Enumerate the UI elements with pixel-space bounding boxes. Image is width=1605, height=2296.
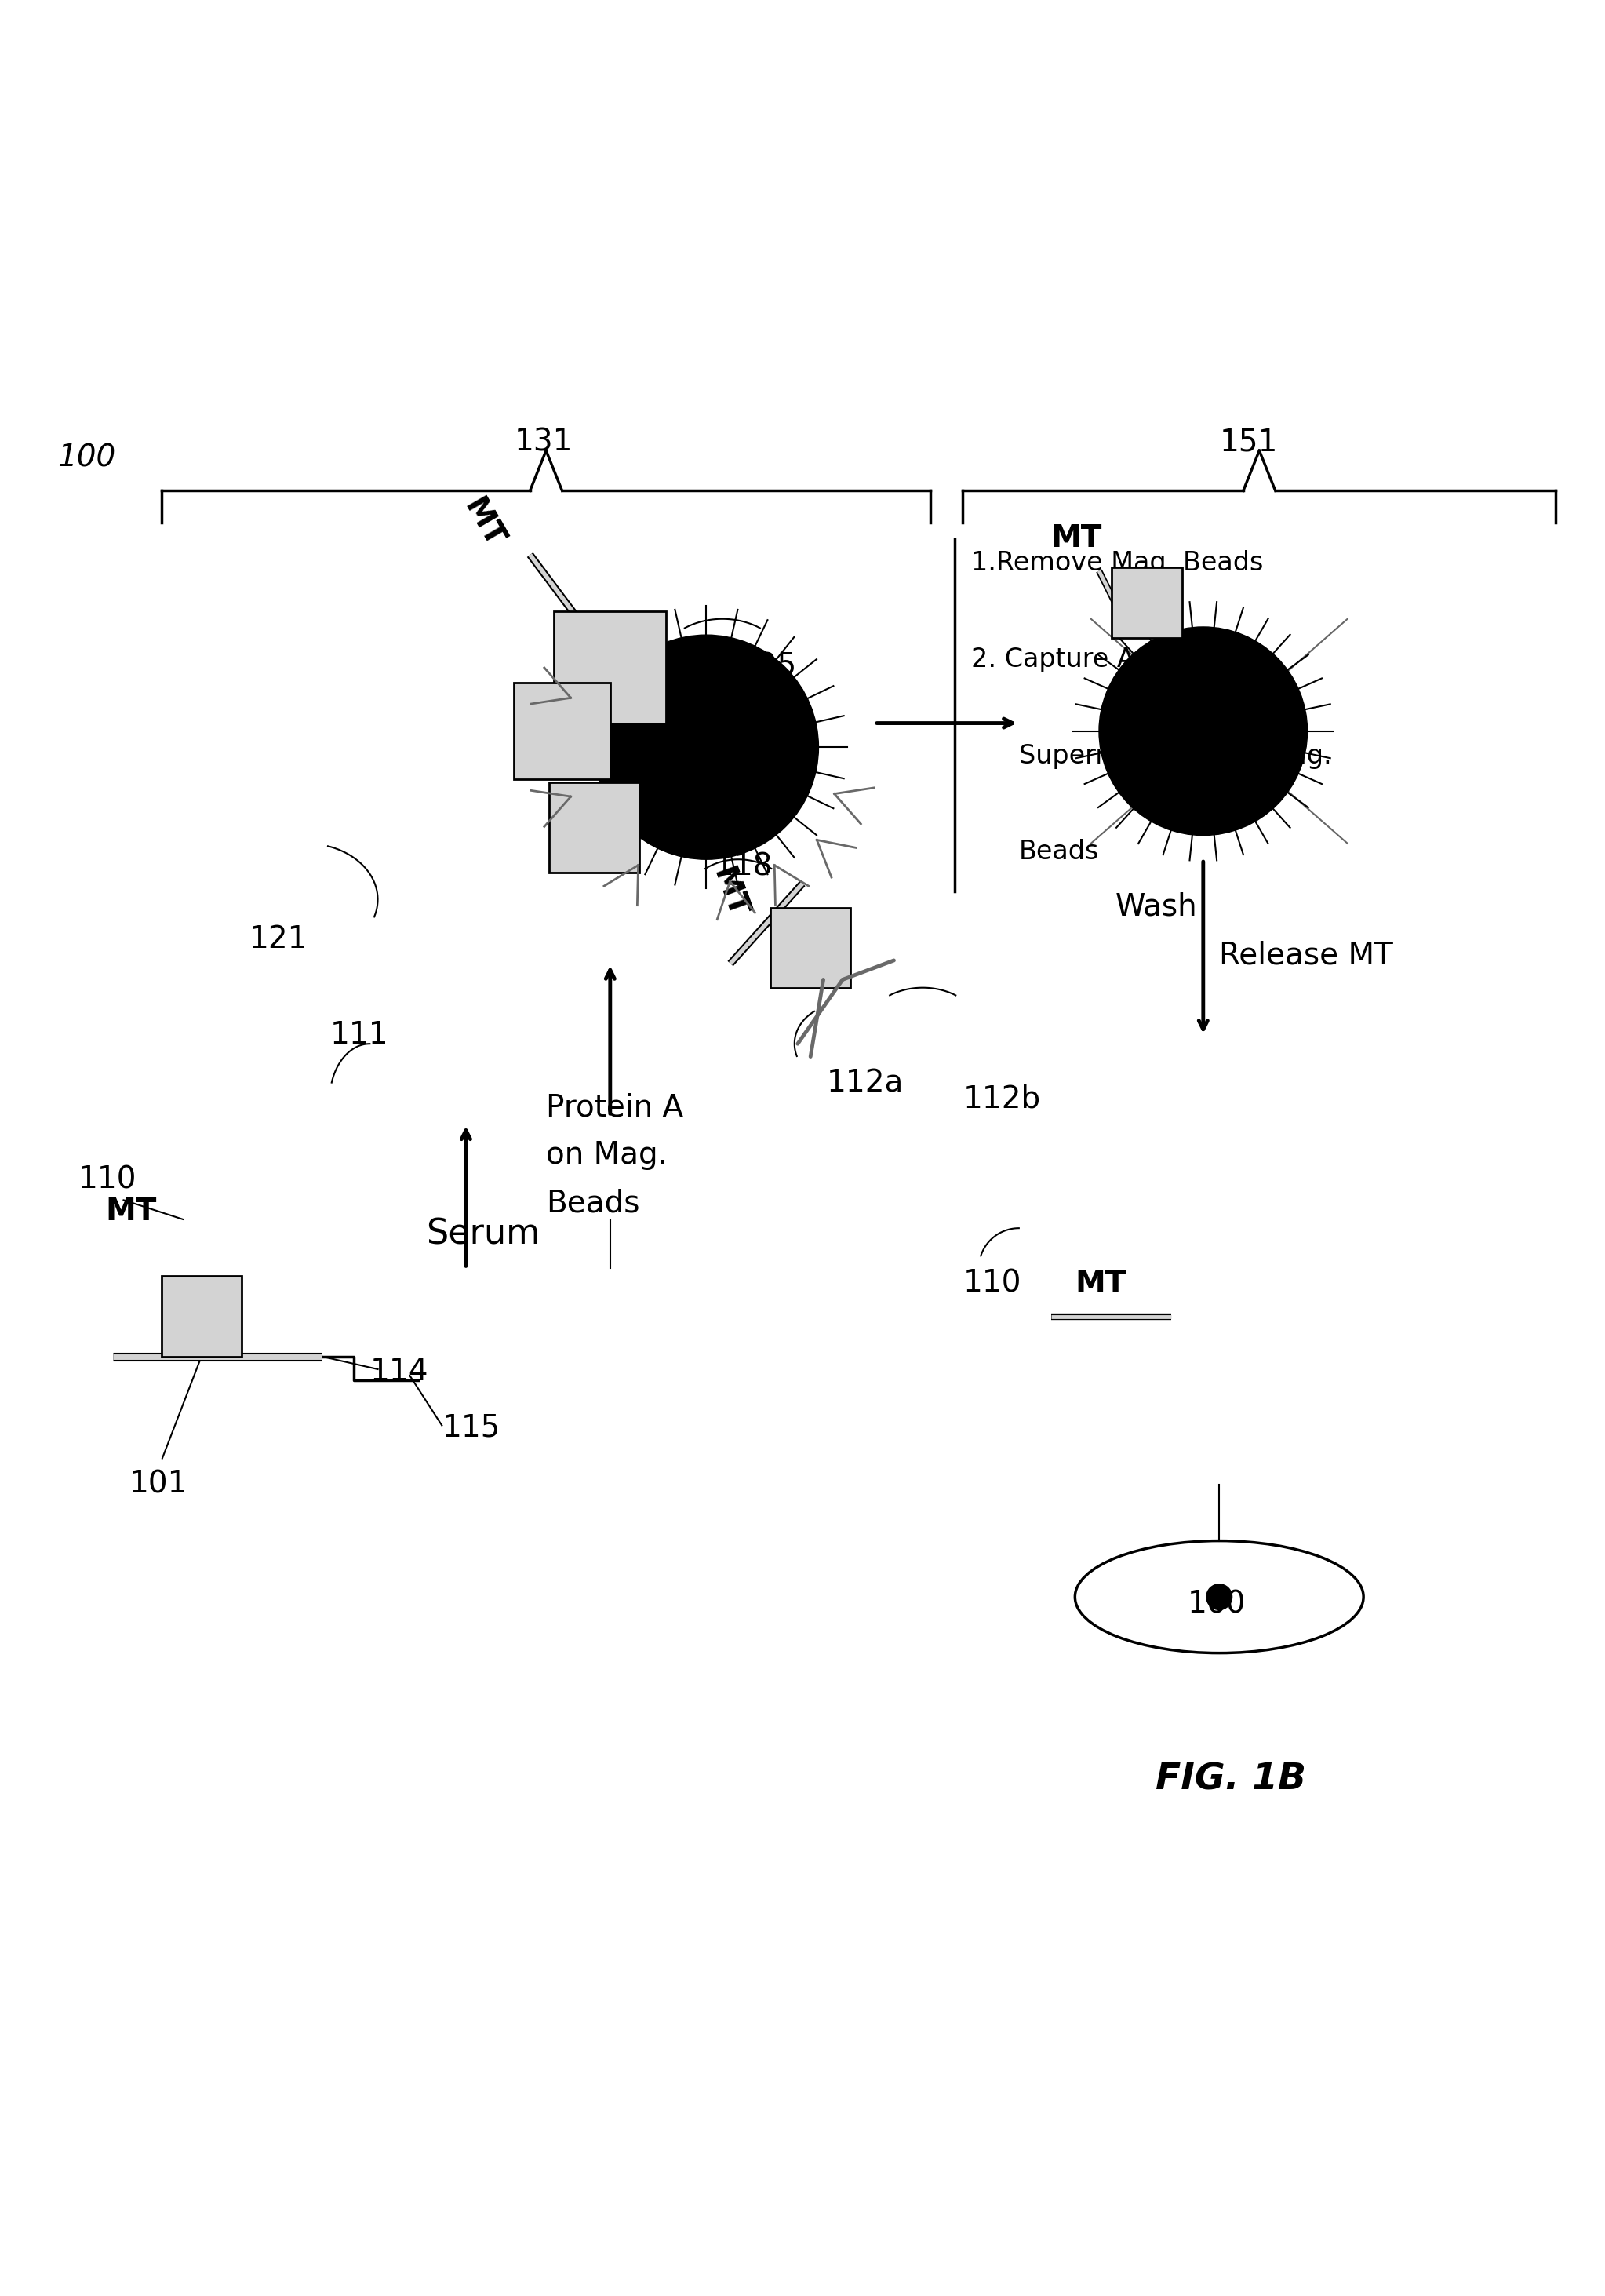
Bar (549, 783, 639, 872)
Text: Protein A: Protein A (546, 1093, 684, 1123)
Text: 2. Capture Antigen in: 2. Capture Antigen in (971, 647, 1250, 673)
Text: 131: 131 (514, 427, 573, 457)
Text: on Mag.: on Mag. (546, 1141, 668, 1171)
Text: MT: MT (106, 1196, 157, 1226)
Text: Wash: Wash (1115, 891, 1197, 921)
Circle shape (1099, 627, 1308, 836)
Text: FIG. 1B: FIG. 1B (1156, 1761, 1306, 1798)
Text: 125: 125 (738, 652, 796, 682)
Text: 101: 101 (130, 1469, 188, 1499)
Text: Release MT: Release MT (1220, 939, 1393, 969)
Text: 114: 114 (369, 1357, 429, 1387)
Text: 1.Remove Mag. Beads: 1.Remove Mag. Beads (971, 551, 1263, 576)
Bar (514, 682, 610, 778)
Text: Beads: Beads (1019, 838, 1099, 866)
Text: 115: 115 (441, 1412, 501, 1442)
Circle shape (1207, 1584, 1233, 1609)
Text: 118: 118 (714, 852, 772, 882)
Bar (1112, 567, 1183, 638)
Bar (554, 611, 666, 723)
Text: 100: 100 (58, 443, 116, 473)
Text: 160: 160 (1188, 1589, 1245, 1619)
Text: 112b: 112b (963, 1084, 1040, 1114)
Text: MT: MT (1051, 523, 1103, 553)
Text: 110: 110 (963, 1270, 1021, 1300)
Text: MT: MT (706, 863, 751, 921)
Text: Beads: Beads (546, 1189, 640, 1219)
Text: 110: 110 (79, 1164, 136, 1194)
Text: 111: 111 (329, 1019, 388, 1049)
Text: 121: 121 (249, 923, 308, 953)
Text: 112a: 112a (827, 1068, 904, 1097)
Text: 151: 151 (1220, 427, 1278, 457)
Text: Serum: Serum (425, 1217, 539, 1251)
Circle shape (594, 636, 819, 859)
Bar (162, 1277, 241, 1357)
Text: MT: MT (1075, 1270, 1127, 1300)
Text: Supernatant using Mag.: Supernatant using Mag. (1019, 744, 1332, 769)
Bar (770, 907, 851, 987)
Text: MT: MT (457, 494, 509, 553)
